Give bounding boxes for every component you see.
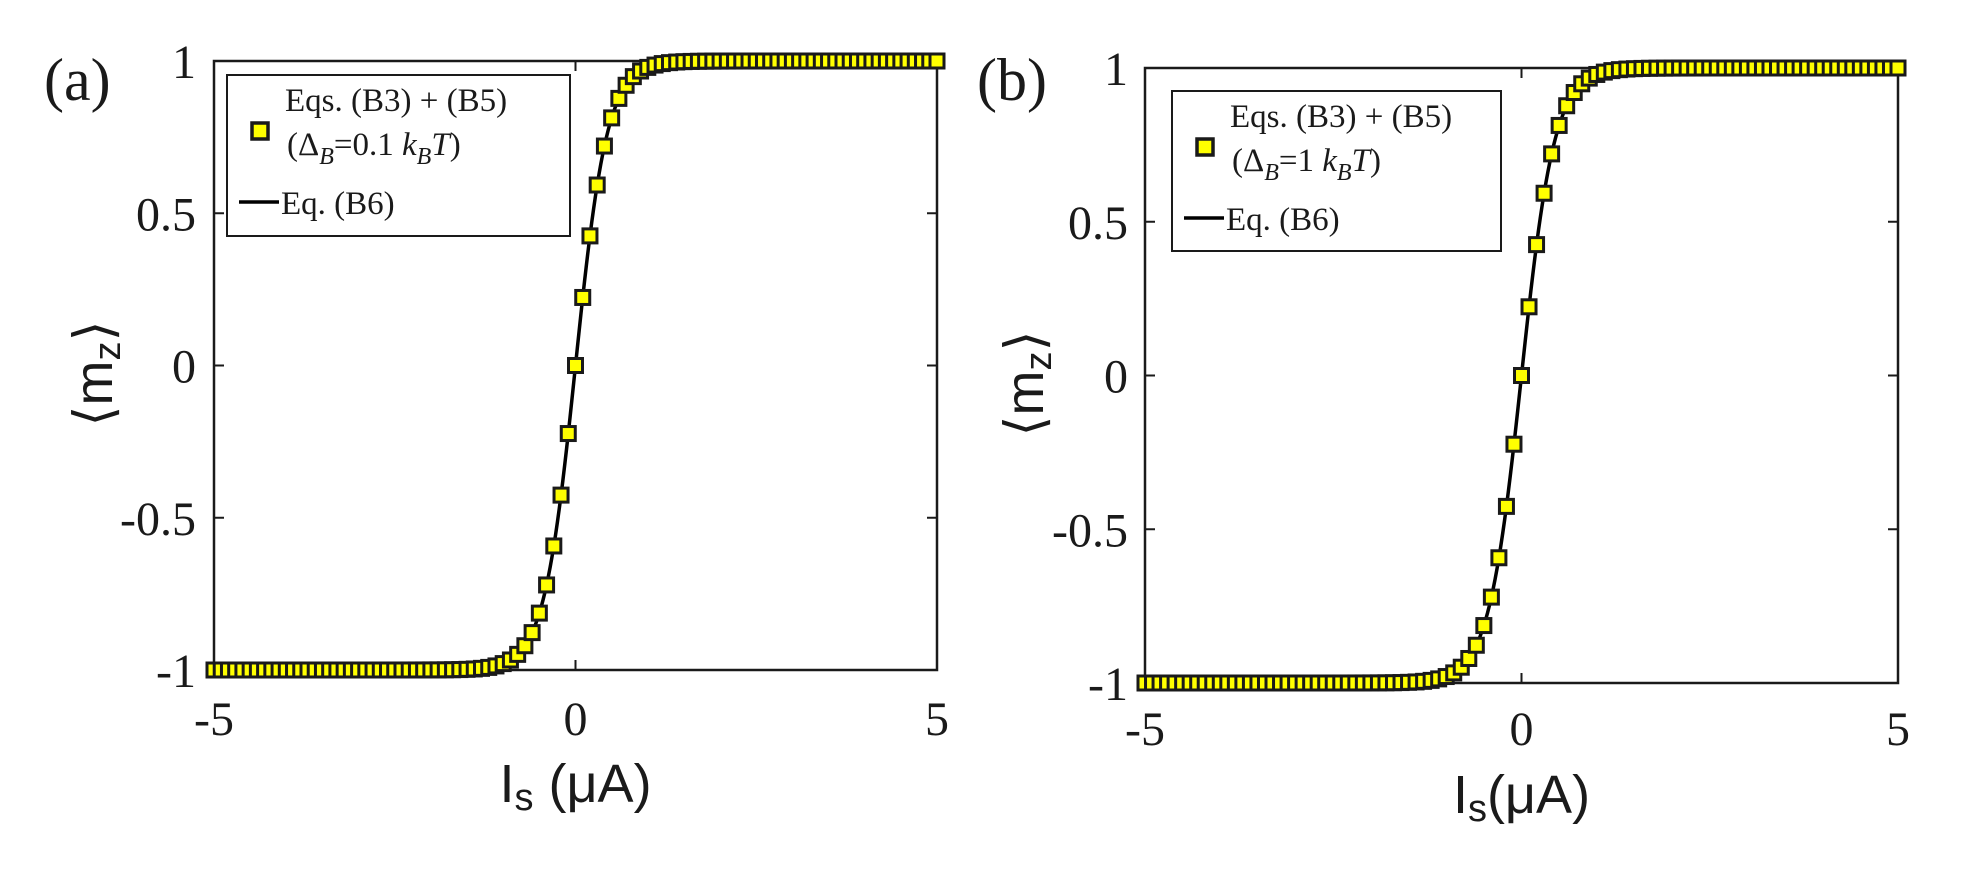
x-axis-label: Is(μA): [1453, 765, 1590, 830]
data-point: [523, 624, 541, 642]
y-tick-label: 1: [1104, 43, 1128, 96]
legend-entry-1-line2: (ΔB=1 kBT): [1232, 143, 1381, 186]
data-point: [1497, 497, 1515, 515]
legend: Eqs. (B3) + (B5) (ΔB=0.1 kBT) Eq. (B6): [226, 74, 571, 237]
legend-entry-2: Eq. (B6): [281, 186, 395, 222]
data-point: [1475, 617, 1493, 635]
data-point: [1550, 116, 1568, 134]
x-tick-label: -5: [194, 693, 234, 746]
series-markers-eqs-b3-b5: [205, 52, 946, 679]
data-point: [581, 227, 599, 245]
y-tick-label: -1: [156, 645, 196, 698]
x-tick-label: 5: [1886, 703, 1910, 756]
data-point: [1467, 636, 1485, 654]
data-point: [559, 425, 577, 443]
data-point: [1528, 236, 1546, 254]
y-tick-label: -0.5: [120, 493, 196, 546]
data-point: [588, 176, 606, 194]
legend-marker-square: [250, 121, 270, 141]
data-point: [928, 52, 946, 70]
legend-box: [1171, 90, 1502, 252]
data-point: [1513, 367, 1530, 384]
legend-marker-square: [1195, 137, 1215, 157]
chart-panel-a: -1 -0.5 0 0.5 1 -5 0 5 (a) Is (μA) ⟨mz⟩ Eqs. (B3) +…: [44, 36, 949, 819]
panel-label: (a): [44, 47, 111, 113]
y-axis-label: ⟨mz⟩: [64, 320, 129, 426]
data-point: [545, 537, 563, 555]
data-point: [1482, 588, 1500, 606]
x-tick-label: 5: [925, 693, 949, 746]
data-point: [538, 576, 556, 594]
x-axis-label: Is (μA): [499, 754, 651, 819]
x-tick-label: -5: [1125, 703, 1165, 756]
data-point: [552, 486, 570, 504]
data-point: [574, 288, 592, 306]
legend-entry-2: Eq. (B6): [1226, 202, 1340, 238]
series-markers-eqs-b3-b5: [1136, 59, 1907, 692]
data-point: [567, 357, 584, 374]
legend-box: [226, 74, 571, 237]
y-tick-label: -0.5: [1052, 504, 1128, 557]
y-tick-label: 0: [172, 341, 196, 394]
data-point: [1505, 435, 1523, 453]
x-tick-label: 0: [564, 693, 588, 746]
legend-entry-1-line2: (ΔB=0.1 kBT): [287, 127, 461, 170]
x-tick-label: 0: [1510, 703, 1534, 756]
y-tick-label: 0.5: [136, 188, 196, 241]
y-tick-label: 0: [1104, 351, 1128, 404]
data-point: [1520, 298, 1538, 316]
y-tick-label: 0.5: [1068, 197, 1128, 250]
legend-entry-1-line1: Eqs. (B3) + (B5): [285, 83, 507, 119]
legend: Eqs. (B3) + (B5) (ΔB=1 kBT) Eq. (B6): [1171, 90, 1502, 252]
data-point: [530, 604, 548, 622]
y-tick-label: -1: [1088, 658, 1128, 711]
chart-panel-b: -1 -0.5 0 0.5 1 -5 0 5 (b) Is(μA) ⟨mz⟩ Eqs. (B3) + …: [977, 43, 1910, 830]
data-point: [1490, 549, 1508, 567]
panel-label: (b): [977, 47, 1047, 113]
data-point: [1889, 59, 1907, 77]
legend-entry-1-line1: Eqs. (B3) + (B5): [1230, 99, 1452, 135]
data-point: [1535, 184, 1553, 202]
y-axis-label: ⟨mz⟩: [995, 330, 1060, 436]
data-point: [595, 137, 613, 155]
y-tick-label: 1: [172, 36, 196, 89]
data-point: [603, 109, 621, 127]
data-point: [1543, 145, 1561, 163]
